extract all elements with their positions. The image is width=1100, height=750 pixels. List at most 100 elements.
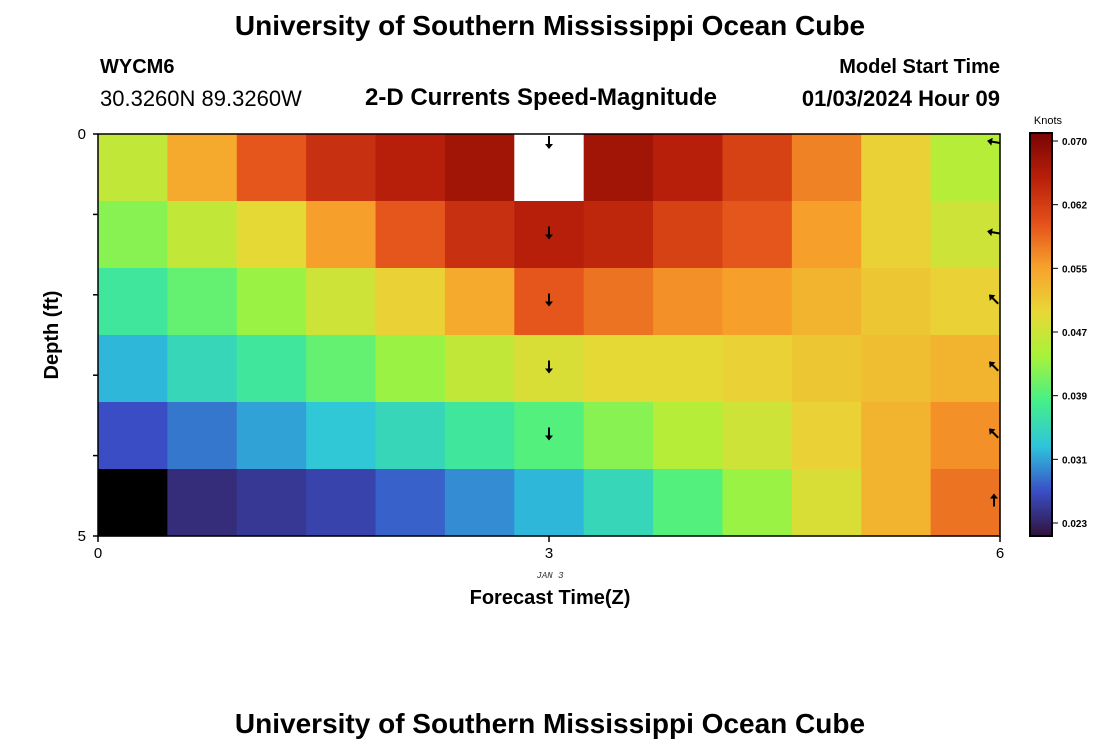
heatmap-cell [167,469,238,537]
current-arrow [989,428,999,439]
heatmap-cell [791,268,862,336]
heatmap-cell [444,402,515,470]
colorbar-tick-label: 0.023 [1062,519,1087,530]
heatmap-cell [375,268,446,336]
y-tick-label: 5 [78,528,86,545]
heatmap-cell [306,469,377,537]
heatmap-cell [236,134,307,202]
heatmap-cell [236,402,307,470]
colorbar-tick-label: 0.070 [1062,137,1087,148]
heatmap-cell [236,335,307,403]
heatmap-cells [98,134,1001,537]
heatmap-cell [375,201,446,269]
current-arrow [987,228,1001,237]
heatmap-cell [861,268,932,336]
heatmap-cell [930,201,1001,269]
heatmap-cell [236,268,307,336]
heatmap-cell [98,469,168,537]
heatmap-cell [306,201,377,269]
heatmap-cell [514,469,585,537]
heatmap-cell [236,469,307,537]
heatmap-cell [375,134,446,202]
heatmap-cell [236,201,307,269]
heatmap-cell [791,134,862,202]
heatmap-cell [444,134,515,202]
heatmap-cell [722,335,793,403]
heatmap-cell [722,201,793,269]
heatmap-cell [306,134,377,202]
heatmap-cell [167,335,238,403]
heatmap-cell [167,134,238,202]
heatmap-cell [722,268,793,336]
heatmap-cell [98,134,168,202]
heatmap-cell [653,469,724,537]
heatmap-cell [791,201,862,269]
heatmap-cell [722,402,793,470]
heatmap-cell [375,469,446,537]
colorbar [1029,132,1053,537]
x-axis-label: Forecast Time(Z) [470,587,631,609]
heatmap-cell [861,134,932,202]
heatmap-cell [583,335,654,403]
colorbar-tick-label: 0.039 [1062,392,1087,403]
heatmap-cell [861,335,932,403]
footer-title: University of Southern Mississippi Ocean… [234,708,866,739]
current-arrow [990,493,998,507]
heatmap-cell [98,201,168,269]
heatmap-cell [653,402,724,470]
heatmap-cell [583,469,654,537]
heatmap-cell [444,201,515,269]
x-tick-label: 3 [545,545,553,562]
colorbar-tick-label: 0.031 [1062,455,1087,466]
heatmap-cell [375,335,446,403]
heatmap-cell [930,402,1001,470]
colorbar-unit: Knots [1034,115,1063,127]
plot-title: 2-D Currents Speed-Magnitude [365,84,718,111]
heatmap-cell [583,402,654,470]
heatmap-cell [444,268,515,336]
heatmap-cell [98,402,168,470]
current-arrow [989,361,999,372]
colorbar-tick-label: 0.062 [1062,201,1087,212]
y-axis-label: Depth (ft) [41,291,63,380]
x-date-label: JAN 3 [536,571,564,581]
heatmap-cell [930,268,1001,336]
colorbar-tick-label: 0.047 [1062,328,1087,339]
heatmap-cell [375,402,446,470]
current-arrow [545,360,553,374]
current-arrow [545,427,553,441]
heatmap-cell [861,469,932,537]
colorbar-tick-label: 0.055 [1062,264,1087,275]
y-tick-label: 0 [78,126,86,143]
heatmap-cell [167,402,238,470]
heatmap-cell [444,469,515,537]
heatmap-cell [653,134,724,202]
axes: 0 3 605 [78,126,1005,562]
heatmap-cell [930,134,1001,202]
heatmap-cell [98,268,168,336]
heatmap-cell [791,335,862,403]
heatmap-cell [861,402,932,470]
current-arrow [987,137,1001,146]
heatmap-cell [722,469,793,537]
x-tick-label: 6 [996,545,1004,562]
heatmap-cell [306,335,377,403]
current-arrow [545,226,553,240]
model-start-time: 01/03/2024 Hour 09 [801,86,1000,111]
x-tick-label: 0 [94,545,102,562]
current-arrow [989,294,999,305]
heatmap-cell [653,335,724,403]
current-arrows [545,136,1001,507]
heatmap-cell [306,402,377,470]
heatmap-cell [444,335,515,403]
heatmap-cell [791,469,862,537]
station-coordinates: 30.3260N 89.3260W [100,86,302,111]
heatmap-cell [653,268,724,336]
colorbar-ticks: 0.070 0.062 0.055 0.047 0.039 0.031 0.023 [1052,137,1087,530]
model-start-label: Model Start Time [839,56,1000,78]
heatmap-cell [583,268,654,336]
heatmap-cell [791,402,862,470]
heatmap-cell [930,469,1001,537]
heatmap-cell [98,335,168,403]
